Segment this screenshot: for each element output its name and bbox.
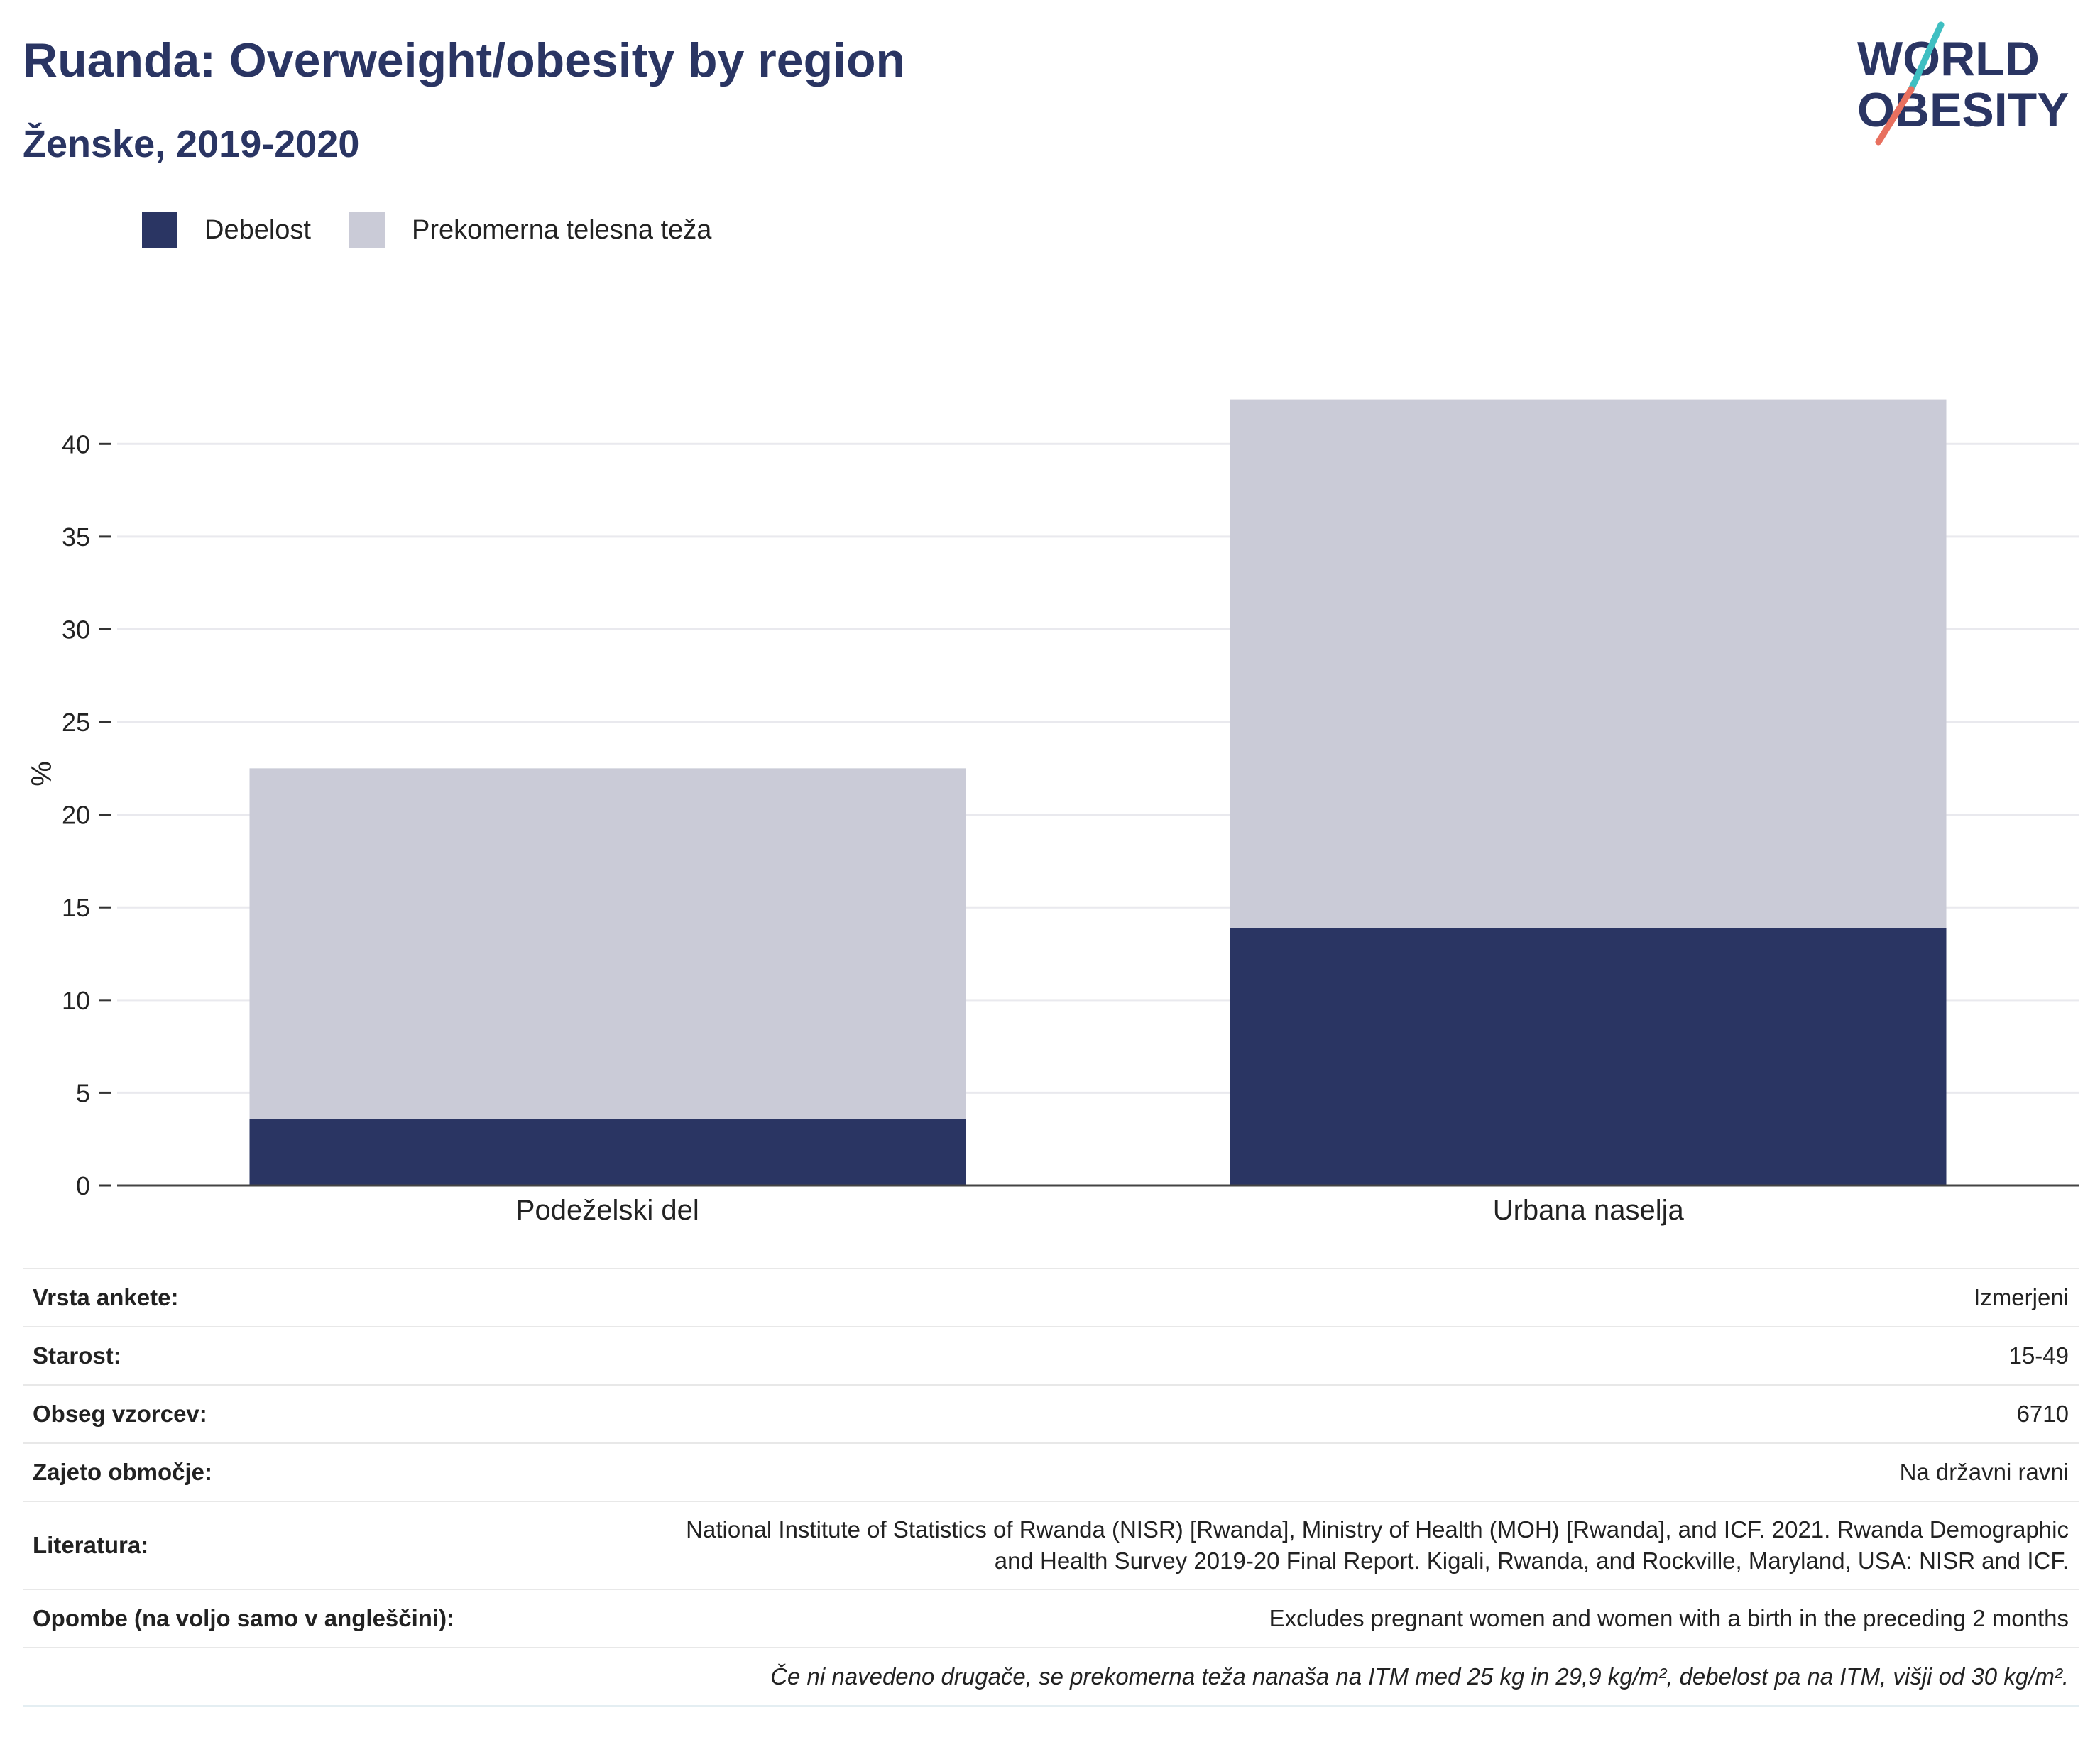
survey-info-table: Vrsta ankete: Izmerjeni Starost: 15-49 O… bbox=[23, 1268, 2079, 1707]
age-value: 15-49 bbox=[540, 1327, 2079, 1386]
table-row: Opombe (na voljo samo v angleščini): Exc… bbox=[23, 1589, 2079, 1648]
survey-type-label: Vrsta ankete: bbox=[23, 1268, 540, 1327]
y-tick-label: 25 bbox=[62, 708, 90, 737]
chart-subtitle: Ženske, 2019-2020 bbox=[23, 123, 360, 165]
survey-type-value: Izmerjeni bbox=[540, 1268, 2079, 1327]
legend-item-obesity[interactable]: Debelost bbox=[142, 212, 311, 248]
table-row: Zajeto območje: Na državni ravni bbox=[23, 1443, 2079, 1502]
definition-footnote: Če ni navedeno drugače, se prekomerna te… bbox=[23, 1648, 2079, 1707]
y-tick-label: 10 bbox=[62, 986, 90, 1015]
table-row: Če ni navedeno drugače, se prekomerna te… bbox=[23, 1648, 2079, 1707]
legend-swatch-overweight bbox=[349, 212, 385, 248]
logo-text-world: WORLD bbox=[1857, 32, 2040, 86]
legend-item-overweight[interactable]: Prekomerna telesna teža bbox=[349, 212, 711, 248]
x-axis: Podeželski del Urbana naselja bbox=[117, 1184, 2079, 1226]
age-label: Starost: bbox=[23, 1327, 540, 1386]
table-row: Starost: 15-49 bbox=[23, 1327, 2079, 1386]
legend-swatch-obesity bbox=[142, 212, 177, 248]
logo-slash-coral bbox=[1875, 86, 1915, 146]
chart-title: Ruanda: Overweight/obesity by region bbox=[23, 33, 906, 87]
references-value: National Institute of Statistics of Rwan… bbox=[540, 1501, 2079, 1590]
y-axis: 0 5 10 15 20 25 30 35 40% bbox=[26, 429, 111, 1200]
world-obesity-logo: WORLD OBESITY bbox=[1857, 21, 2069, 146]
notes-value: Excludes pregnant women and women with a… bbox=[540, 1589, 2079, 1648]
y-tick-label: 40 bbox=[62, 429, 90, 459]
y-tick-label: 15 bbox=[62, 893, 90, 922]
legend-label-obesity: Debelost bbox=[204, 214, 311, 245]
bar-segment-obesity[interactable] bbox=[249, 1118, 966, 1185]
table-row: Literatura: National Institute of Statis… bbox=[23, 1501, 2079, 1590]
x-tick-label: Podeželski del bbox=[516, 1195, 699, 1226]
y-tick-label: 5 bbox=[76, 1078, 90, 1107]
bar-segment-obesity[interactable] bbox=[1230, 927, 1947, 1185]
legend-label-overweight: Prekomerna telesna teža bbox=[411, 214, 712, 245]
y-axis-label: % bbox=[26, 761, 58, 787]
logo-slash-teal bbox=[1908, 21, 1945, 93]
table-row: Vrsta ankete: Izmerjeni bbox=[23, 1268, 2079, 1327]
area-covered-label: Zajeto območje: bbox=[23, 1443, 540, 1502]
logo-text-obesity: OBESITY bbox=[1857, 83, 2069, 137]
bar-segment-overweight[interactable] bbox=[1230, 399, 1947, 928]
chart-bars bbox=[249, 399, 1947, 1185]
y-tick-label: 35 bbox=[62, 522, 90, 552]
notes-label: Opombe (na voljo samo v angleščini): bbox=[23, 1589, 540, 1648]
bar-segment-overweight[interactable] bbox=[249, 768, 966, 1119]
y-tick-label: 30 bbox=[62, 615, 90, 644]
sample-size-label: Obseg vzorcev: bbox=[23, 1385, 540, 1444]
references-line-1: National Institute of Statistics of Rwan… bbox=[686, 1516, 2069, 1543]
sample-size-value: 6710 bbox=[540, 1385, 2079, 1444]
area-covered-value: Na državni ravni bbox=[540, 1443, 2079, 1502]
references-label: Literatura: bbox=[23, 1501, 540, 1590]
chart-legend: Debelost Prekomerna telesna teža bbox=[142, 210, 750, 250]
y-tick-label: 0 bbox=[76, 1171, 90, 1200]
references-line-2: and Health Survey 2019-20 Final Report. … bbox=[994, 1548, 2069, 1574]
table-row: Obseg vzorcev: 6710 bbox=[23, 1385, 2079, 1444]
y-tick-label: 20 bbox=[62, 801, 90, 830]
x-tick-label: Urbana naselja bbox=[1493, 1195, 1685, 1226]
bar-chart: 0 5 10 15 20 25 30 35 40% Podeželski del Urbana n… bbox=[26, 399, 2079, 1226]
